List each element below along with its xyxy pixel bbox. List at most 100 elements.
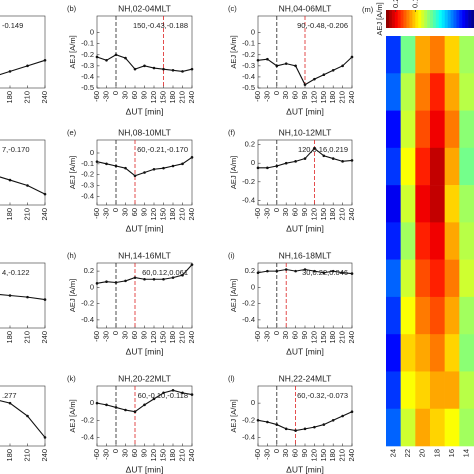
data-point xyxy=(152,397,156,401)
colorbar-segment xyxy=(462,10,466,28)
colorbar-segment xyxy=(435,10,440,28)
data-point xyxy=(313,147,316,150)
colorbar-segment xyxy=(468,10,472,28)
y-tick-label: -0.2 xyxy=(242,415,255,424)
x-tick-label: 120 xyxy=(149,91,158,104)
data-point xyxy=(124,408,127,412)
heatmap-cell xyxy=(444,296,460,335)
y-tick-label: 0 xyxy=(251,28,255,37)
data-point xyxy=(143,64,146,68)
x-tick-label: 240 xyxy=(347,449,356,462)
data-point xyxy=(294,269,297,273)
panel-label: (e) xyxy=(67,128,77,137)
annotation: 7,-0.170 xyxy=(2,145,30,154)
annotation: 30,0.22,0.046 xyxy=(302,268,348,277)
heatmap-cell xyxy=(400,296,416,335)
heatmap-cell xyxy=(444,36,460,74)
data-line xyxy=(0,176,46,195)
data-point xyxy=(284,62,288,65)
data-point xyxy=(162,67,165,71)
x-tick-label: 180 xyxy=(168,91,177,104)
panel-label: (m) xyxy=(362,5,374,14)
heatmap-cell xyxy=(459,73,474,111)
colorbar-segment xyxy=(418,10,422,28)
data-point xyxy=(114,164,118,168)
y-tick-label: -0.4 xyxy=(242,432,255,441)
heatmap-cell xyxy=(386,222,401,260)
data-point xyxy=(190,393,194,396)
x-tick-label: -30 xyxy=(101,331,110,342)
data-point xyxy=(266,57,269,61)
data-point xyxy=(266,166,269,170)
heatmap-cell xyxy=(386,110,401,149)
x-tick-label: 240 xyxy=(187,208,196,221)
x-tick-label: 180 xyxy=(5,331,14,344)
x-tick-label: 180 xyxy=(168,449,177,462)
panel-title: NH,08-10MLT xyxy=(118,127,171,137)
heatmap-cell xyxy=(386,296,401,335)
x-tick-label: 90 xyxy=(300,208,309,216)
x-tick-label: 180 xyxy=(5,91,14,104)
x-tick-label: 30 xyxy=(281,208,290,216)
annotation: 60,-0.21,-0.170 xyxy=(137,145,188,154)
data-point xyxy=(322,423,326,426)
data-point xyxy=(190,67,194,71)
heatmap-cell xyxy=(444,185,460,223)
heatmap-cell xyxy=(459,296,474,335)
y-tick-label: -0.2 xyxy=(242,177,255,186)
x-axis-label: ΔUT [min] xyxy=(126,223,164,233)
x-tick-label: 150 xyxy=(319,91,328,104)
x-tick-label: 120 xyxy=(309,331,318,344)
panel-title: NH,22-24MLT xyxy=(279,373,332,383)
x-tick-label: 0 xyxy=(111,91,120,95)
data-point xyxy=(95,401,99,405)
colorbar-segment xyxy=(456,10,460,28)
plot-frame xyxy=(0,15,46,89)
x-tick-label: 20 xyxy=(418,449,427,457)
data-point xyxy=(294,429,297,432)
x-tick-label: 240 xyxy=(187,91,196,104)
data-point xyxy=(350,410,354,414)
x-tick-label: 150 xyxy=(319,208,328,221)
data-point xyxy=(105,403,108,407)
heatmap-cell xyxy=(459,222,474,260)
colorbar-segment xyxy=(412,10,416,28)
annotation: 60,0.12,0.061 xyxy=(142,268,188,277)
x-tick-label: 120 xyxy=(309,208,318,221)
x-tick-label: 150 xyxy=(158,91,167,104)
data-line xyxy=(0,400,46,438)
x-tick-label: 60 xyxy=(291,208,300,216)
x-axis-label: ΔUT [min] xyxy=(286,223,324,233)
data-point xyxy=(331,157,335,160)
panel-label: (k) xyxy=(67,374,76,383)
data-point xyxy=(294,160,297,163)
x-axis-label: ΔUT [min] xyxy=(126,464,164,474)
data-point xyxy=(26,184,29,187)
colorbar-segment xyxy=(459,10,463,28)
x-tick-label: 60 xyxy=(291,91,300,99)
x-tick-label: 180 xyxy=(168,208,177,221)
panel-title: NH,14-16MLT xyxy=(118,250,171,260)
heatmap-cell xyxy=(415,73,431,111)
x-tick-label: 18 xyxy=(432,449,441,457)
heatmap-cell xyxy=(386,147,401,186)
data-point xyxy=(331,418,335,422)
x-tick-label: 0 xyxy=(272,331,281,335)
x-tick-label: 120 xyxy=(309,449,318,462)
heatmap-cell xyxy=(444,147,460,186)
colorbar-segment xyxy=(421,10,425,28)
data-point xyxy=(313,77,316,81)
heatmap-cell xyxy=(415,185,431,223)
data-point xyxy=(133,67,137,71)
heatmap-cell xyxy=(459,185,474,223)
x-tick-label: 210 xyxy=(22,91,31,104)
data-point xyxy=(124,279,127,283)
panel-label: (h) xyxy=(67,251,77,260)
data-point xyxy=(152,66,156,70)
colorbar-segment xyxy=(432,10,437,28)
data-point xyxy=(331,68,335,72)
x-tick-label: 0 xyxy=(111,331,120,335)
heatmap-cell xyxy=(444,259,460,298)
x-tick-label: 90 xyxy=(139,91,148,99)
y-tick-label: -0.2 xyxy=(81,415,94,424)
